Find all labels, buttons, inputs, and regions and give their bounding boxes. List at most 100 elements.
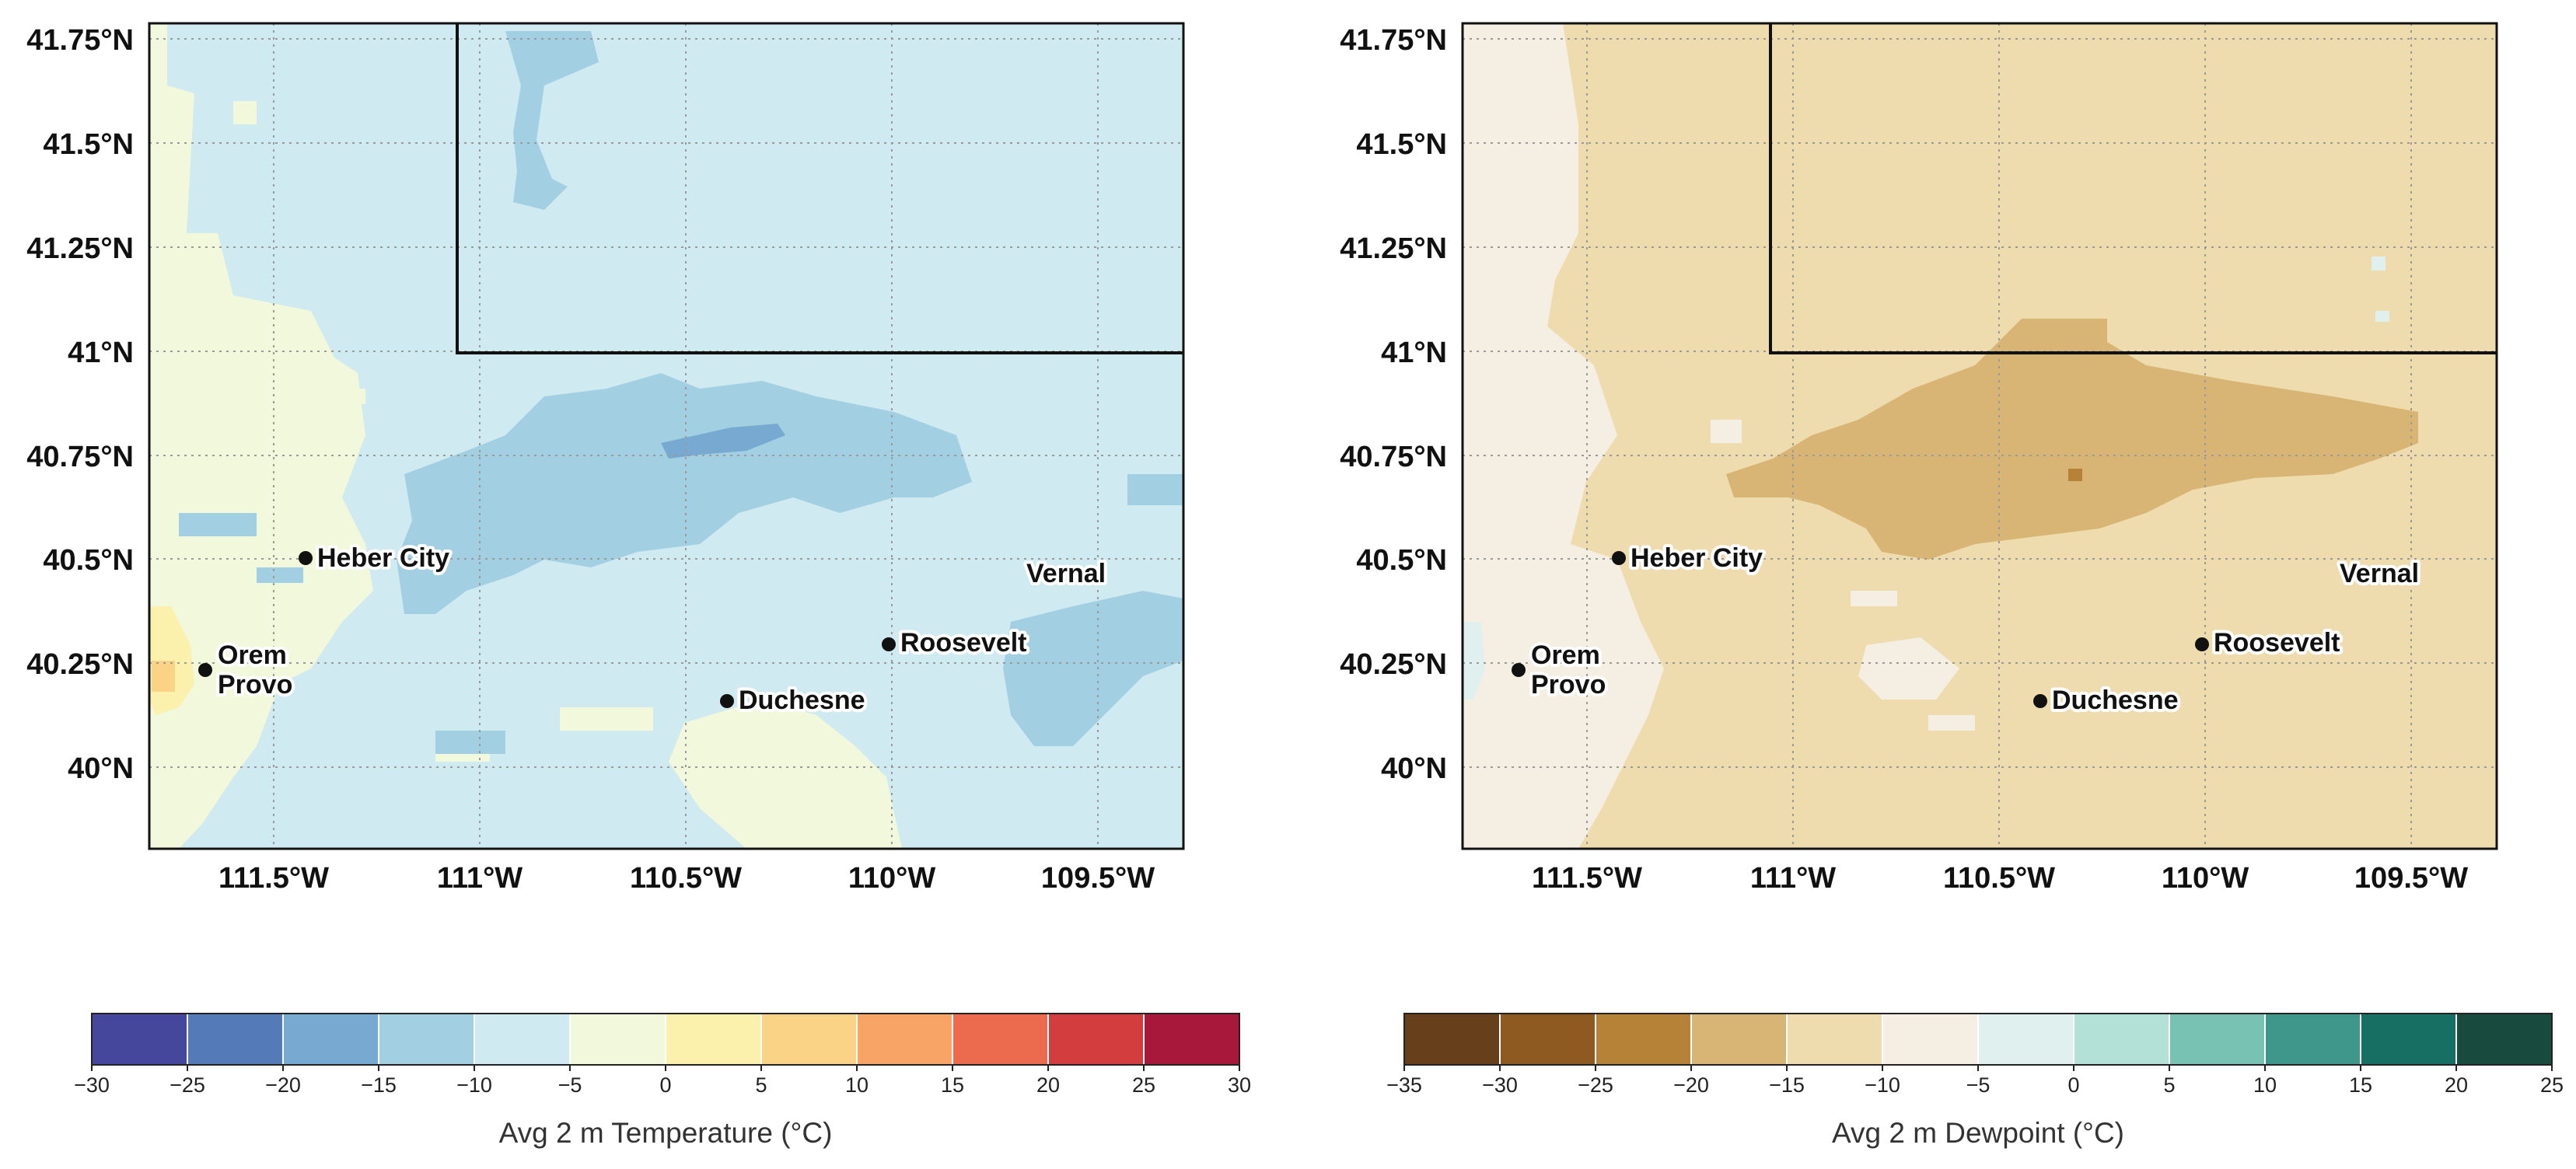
y-tick-label: 41°N xyxy=(68,337,134,369)
colorbar-swatch xyxy=(569,1013,666,1066)
x-tick-label: 111.5°W xyxy=(218,862,329,895)
x-tick-label: 111.5°W xyxy=(1532,862,1642,895)
colorbar-tick-label: 30 xyxy=(1228,1073,1251,1097)
city-label-orem: Orem xyxy=(1531,640,1600,670)
city-label-duchesne: Duchesne xyxy=(739,686,865,715)
city-marker xyxy=(2033,694,2047,708)
colorbar-tick-label: 0 xyxy=(659,1073,671,1097)
colorbar-swatch xyxy=(2169,1013,2266,1066)
colorbar-tick-label: −20 xyxy=(1673,1073,1709,1097)
colorbar-swatch xyxy=(282,1013,379,1066)
colorbar-swatch xyxy=(378,1013,475,1066)
city-marker xyxy=(198,663,212,677)
colorbar-swatches xyxy=(1403,1013,2553,1066)
colorbar-swatch xyxy=(856,1013,953,1066)
dewpoint-wet-region xyxy=(1463,256,2389,700)
colorbar-tick-label: 5 xyxy=(755,1073,767,1097)
colorbar-tick-label: −25 xyxy=(170,1073,205,1097)
state-border xyxy=(1769,23,2497,354)
city-label-vernal: Vernal xyxy=(1026,559,1106,588)
temperature-city-markers: Heber City Orem Provo Duchesne Roosevelt… xyxy=(198,540,1109,718)
x-tick-label: 109.5°W xyxy=(2354,862,2468,895)
city-marker xyxy=(1512,663,1526,677)
colorbar-tick-label: 15 xyxy=(941,1073,964,1097)
state-border xyxy=(456,23,1183,354)
colorbar-swatch xyxy=(474,1013,571,1066)
colorbar-swatch xyxy=(1143,1013,1240,1066)
city-label-provo: Provo xyxy=(218,670,292,700)
colorbar-tick-label: −10 xyxy=(456,1073,492,1097)
dewpoint-map: 41.75°N 41.5°N 41.25°N 41°N 40.75°N 40.5… xyxy=(1340,22,2498,895)
colorbar-tick-label: −5 xyxy=(1966,1073,1991,1097)
colorbar-tick-label: 5 xyxy=(2163,1073,2175,1097)
y-tick-label: 41.75°N xyxy=(26,24,134,57)
city-label-roosevelt: Roosevelt xyxy=(2214,628,2340,658)
dewpoint-x-axis: 111.5°W 111°W 110.5°W 110°W 109.5°W xyxy=(1532,862,2468,895)
x-tick-label: 109.5°W xyxy=(1041,862,1155,895)
y-tick-label: 40°N xyxy=(1381,752,1447,785)
y-tick-label: 40.25°N xyxy=(1340,648,1447,681)
temperature-map-frame xyxy=(148,22,1185,850)
colorbar-swatch xyxy=(665,1013,762,1066)
y-tick-label: 41.25°N xyxy=(26,232,134,265)
city-marker xyxy=(882,637,896,651)
dewpoint-map-frame xyxy=(1461,22,2498,850)
x-tick-label: 110°W xyxy=(848,862,936,895)
y-tick-label: 41.5°N xyxy=(1356,128,1447,161)
y-tick-label: 41.25°N xyxy=(1340,232,1447,265)
dewpoint-dry-region xyxy=(1726,319,2418,560)
colorbar-swatch xyxy=(2264,1013,2361,1066)
colorbar-swatch xyxy=(187,1013,284,1066)
colorbar-tick-label: 10 xyxy=(2253,1073,2277,1097)
colorbar-tick-label: 0 xyxy=(2067,1073,2079,1097)
y-tick-label: 40.75°N xyxy=(1340,441,1447,473)
city-label-heber-city: Heber City xyxy=(1631,543,1763,573)
city-label-duchesne: Duchesne xyxy=(2052,686,2179,715)
colorbar-tick-label: −25 xyxy=(1578,1073,1613,1097)
temperature-colder-region xyxy=(661,424,785,459)
dewpoint-field xyxy=(1463,23,2497,849)
temperature-x-axis: 111.5°W 111°W 110.5°W 110°W 109.5°W xyxy=(218,862,1155,895)
temperature-warmer-spot xyxy=(152,661,175,692)
dewpoint-drier-spot xyxy=(2068,469,2082,481)
city-marker xyxy=(2195,637,2209,651)
colorbar-swatch xyxy=(1882,1013,1979,1066)
colorbar-swatch xyxy=(1499,1013,1596,1066)
city-label-heber-city: Heber City xyxy=(317,543,449,573)
temperature-y-axis: 41.75°N 41.5°N 41.25°N 41°N 40.75°N 40.5… xyxy=(26,24,134,785)
y-tick-label: 40.5°N xyxy=(43,544,134,577)
temperature-map: 41.75°N 41.5°N 41.25°N 41°N 40.75°N 40.5… xyxy=(26,22,1185,895)
colorbar-swatch xyxy=(1595,1013,1692,1066)
city-label-vernal: Vernal xyxy=(2340,559,2419,588)
colorbar-tick-label: −15 xyxy=(361,1073,397,1097)
colorbar-swatch xyxy=(1786,1013,1883,1066)
colorbar-tick-label: 10 xyxy=(845,1073,869,1097)
y-tick-label: 41.75°N xyxy=(1340,24,1447,57)
colorbar-label: Avg 2 m Dewpoint (°C) xyxy=(1832,1117,2124,1149)
city-label-provo: Provo xyxy=(1531,670,1606,700)
colorbar-tick-label: −15 xyxy=(1769,1073,1805,1097)
x-tick-label: 111°W xyxy=(1750,862,1836,895)
colorbar-swatch xyxy=(2360,1013,2457,1066)
dewpoint-colorbar: −35 −30 −25 −20 −15 −10 −5 0 5 10 15 20 25 Avg 2 m D… xyxy=(1386,1013,2564,1149)
x-tick-label: 110°W xyxy=(2162,862,2249,895)
dewpoint-moist-region xyxy=(1463,23,1975,849)
colorbar-swatch xyxy=(1047,1013,1145,1066)
x-tick-label: 110.5°W xyxy=(630,862,742,895)
colorbar-swatch xyxy=(952,1013,1049,1066)
y-tick-label: 40.75°N xyxy=(26,441,134,473)
colorbar-swatch xyxy=(2455,1013,2553,1066)
y-tick-label: 41.5°N xyxy=(43,128,134,161)
dewpoint-y-axis: 41.75°N 41.5°N 41.25°N 41°N 40.75°N 40.5… xyxy=(1340,24,1447,785)
y-tick-label: 41°N xyxy=(1381,337,1447,369)
city-label-roosevelt: Roosevelt xyxy=(900,628,1027,658)
city-marker xyxy=(299,551,313,565)
colorbar-label: Avg 2 m Temperature (°C) xyxy=(499,1117,833,1149)
colorbar-swatch xyxy=(2073,1013,2170,1066)
x-tick-label: 111°W xyxy=(437,862,523,895)
colorbar-swatch xyxy=(1977,1013,2074,1066)
colorbar-tick-label: −5 xyxy=(558,1073,582,1097)
y-tick-label: 40°N xyxy=(68,752,134,785)
colorbar-tick-label: 25 xyxy=(2540,1073,2564,1097)
